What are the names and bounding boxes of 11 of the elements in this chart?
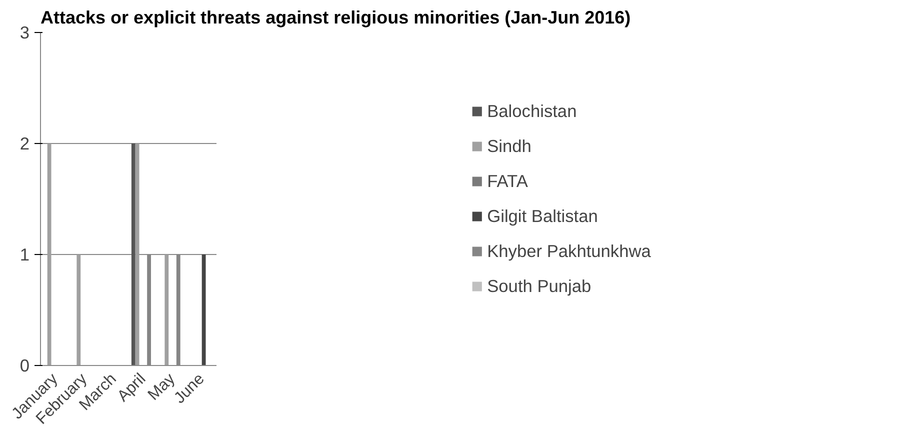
legend-label: Gilgit Baltistan <box>487 206 598 226</box>
y-tick-label: 0 <box>20 356 30 376</box>
legend-label: FATA <box>487 170 528 192</box>
y-tick-label: 1 <box>20 244 30 264</box>
legend-label: South Punjab <box>487 276 592 296</box>
y-tick-label: 2 <box>20 134 30 154</box>
legend-label: Balochistan <box>487 100 577 122</box>
legend-label: Khyber Pakhtunkhwa <box>487 240 651 262</box>
legend-label: Sindh <box>487 136 532 156</box>
text: Attacks or explicit threats against religious minorities (Jan-Jun 2016) <box>40 8 631 28</box>
y-tick-label: 3 <box>20 22 30 42</box>
